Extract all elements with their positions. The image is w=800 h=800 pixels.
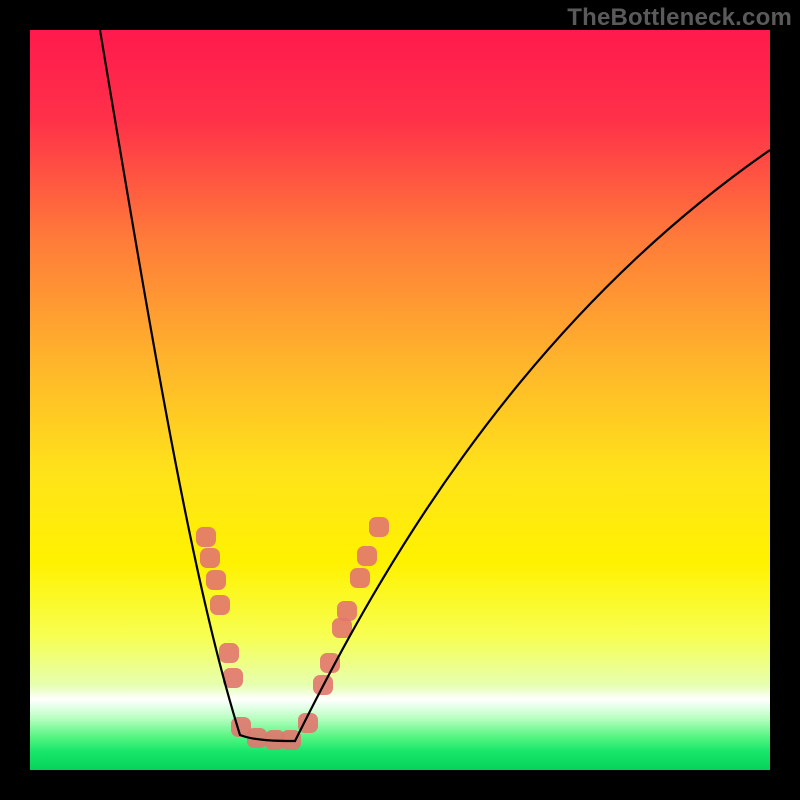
watermark-text: TheBottleneck.com [567, 4, 792, 32]
data-marker [357, 546, 377, 566]
plot-area [30, 30, 770, 770]
data-marker [206, 570, 226, 590]
data-marker [320, 653, 340, 673]
data-marker [219, 643, 239, 663]
plot-svg [30, 30, 770, 770]
chart-frame: TheBottleneck.com [0, 0, 800, 800]
data-marker [196, 527, 216, 547]
data-marker [350, 568, 370, 588]
gradient-background [30, 30, 770, 770]
data-marker [337, 601, 357, 621]
data-marker [200, 548, 220, 568]
data-marker [369, 517, 389, 537]
data-marker [210, 595, 230, 615]
